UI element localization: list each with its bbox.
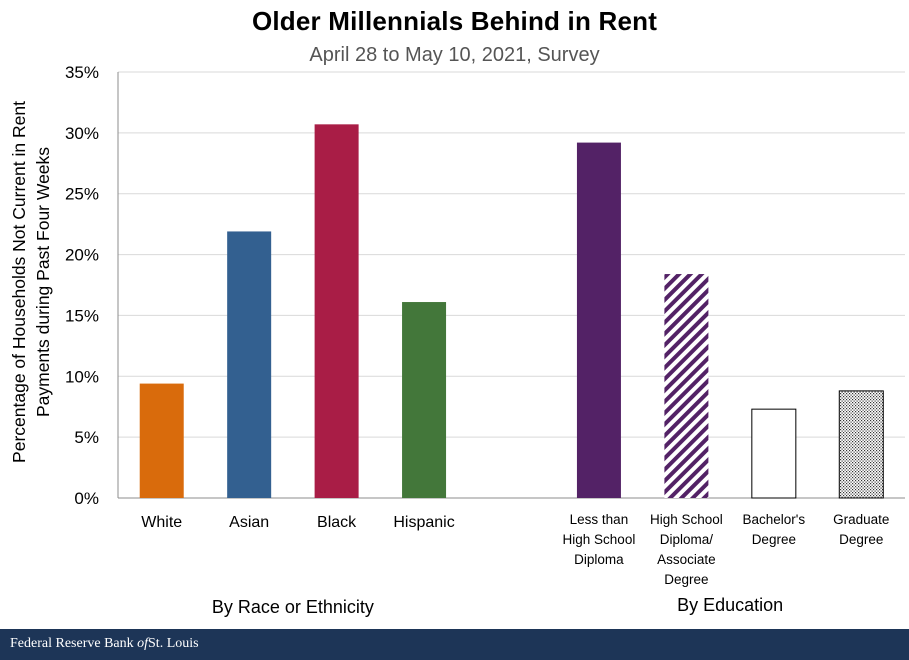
y-tick-label: 5%: [74, 428, 99, 447]
y-tick-label: 15%: [65, 306, 99, 325]
x-tick-label-line: Less than: [570, 512, 629, 527]
x-tick-label-line: Black: [317, 514, 357, 531]
footer-of: of: [137, 636, 149, 651]
x-tick-label: Asian: [229, 514, 269, 531]
x-tick-label-line: Associate: [657, 552, 716, 567]
footer-bank-name: Federal Reserve Bank ofSt. Louis: [10, 636, 199, 651]
x-tick-label: Less than High School Diploma: [563, 512, 636, 567]
y-axis-title-line: Percentage of Households Not Current in …: [9, 101, 29, 463]
bar-asian: [227, 231, 272, 498]
x-tick-label-line: White: [141, 514, 182, 531]
x-tick-label: Graduate Degree: [833, 512, 889, 547]
y-tick-label: 10%: [65, 367, 99, 386]
y-axis-title: Percentage of Households Not Current in …: [9, 101, 53, 463]
y-tick-label: 30%: [65, 124, 99, 143]
group-label: By Education: [677, 595, 783, 615]
group-label: By Race or Ethnicity: [212, 597, 374, 617]
x-tick-label-line: Degree: [664, 572, 708, 587]
x-tick-label-line: Bachelor's: [743, 512, 806, 527]
x-tick-label-line: Asian: [229, 514, 269, 531]
bar-less-than-high-school-diploma: [576, 142, 621, 498]
x-tick-label-line: Hispanic: [393, 514, 454, 531]
y-tick-label: 35%: [65, 63, 99, 82]
x-tick-label: Bachelor's Degree: [743, 512, 806, 547]
x-tick-label-line: Degree: [839, 532, 883, 547]
x-tick-label: White: [141, 514, 182, 531]
chart-title: Older Millennials Behind in Rent: [251, 6, 658, 36]
bar-high-school-diploma-associate-degree: [664, 274, 709, 498]
x-tick-label-line: Diploma/: [660, 532, 714, 547]
x-tick-label-line: Degree: [752, 532, 796, 547]
bar-graduate-degree: [838, 390, 884, 499]
y-tick-label: 25%: [65, 185, 99, 204]
bar-bachelor-s-degree: [751, 408, 797, 499]
bar-white: [139, 383, 184, 498]
x-tick-label: Black: [317, 514, 357, 531]
y-tick-label: 0%: [74, 489, 99, 508]
x-tick-label-line: Graduate: [833, 512, 889, 527]
x-tick-label: High School Diploma/Associate Degree: [650, 512, 723, 587]
x-tick-label-line: High School: [650, 512, 723, 527]
x-tick-label-line: Diploma: [574, 552, 624, 567]
chart-subtitle: April 28 to May 10, 2021, Survey: [309, 44, 600, 66]
bar-black: [314, 124, 359, 498]
bar-chart: 0% 5% 10% 15% 20% 25% 30% 35% Percentage of Hous…: [9, 63, 905, 617]
footer-bar: Federal Reserve Bank ofSt. Louis: [0, 629, 909, 660]
x-tick-label-line: High School: [563, 532, 636, 547]
y-tick-label: 20%: [65, 246, 99, 265]
x-tick-label: Hispanic: [393, 514, 454, 531]
bar-hispanic: [402, 302, 447, 498]
y-axis-title-line: Payments during Past Four Weeks: [33, 147, 53, 417]
